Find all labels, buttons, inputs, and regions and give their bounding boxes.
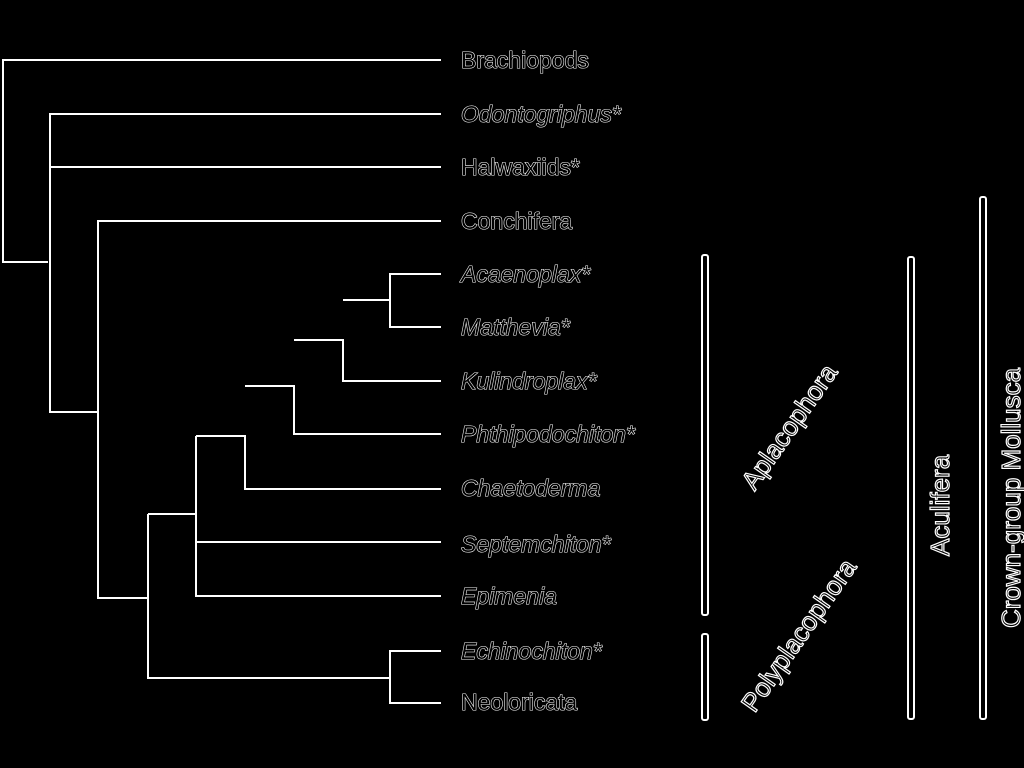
taxon-label-odontogriphus: Odontogriphus* <box>460 100 621 127</box>
branch-odontogriphus <box>49 113 441 413</box>
bar-aplacophora <box>701 254 709 616</box>
taxon-label-neoloricata: Neoloricata <box>460 688 578 715</box>
bar-crown-mollusca <box>979 196 987 720</box>
taxon-label-phthipodochiton: Phthipodochiton* <box>460 420 635 447</box>
taxon-label-halwaxiids: Halwaxiids* <box>460 153 580 180</box>
branch-chaetoderma <box>196 435 441 490</box>
taxon-label-brachiopods: Brachiopods <box>460 46 589 73</box>
taxon-label-echinochiton: Echinochiton* <box>460 637 602 664</box>
branch-conchifera <box>97 220 441 599</box>
group-label-crown-mollusca: Crown-group Mollusca <box>995 367 1024 628</box>
branch-acaenoplax <box>389 273 441 300</box>
taxon-label-matthevia: Matthevia* <box>460 313 570 340</box>
branch-aculifera <box>147 514 390 679</box>
taxon-label-epimenia: Epimenia <box>460 582 557 609</box>
taxon-label-kulindroplax: Kulindroplax* <box>460 367 597 394</box>
branch-root <box>2 59 441 263</box>
branch-phthipodochiton <box>245 385 441 435</box>
bar-aculifera <box>907 256 915 720</box>
taxon-label-conchifera: Conchifera <box>460 207 573 234</box>
taxon-label-chaetoderma: Chaetoderma <box>460 474 601 501</box>
taxon-label-septemchiton: Septemchiton* <box>460 530 611 557</box>
branch-matthevia <box>343 299 441 328</box>
branch-neoloricata <box>389 678 441 704</box>
taxon-label-acaenoplax: Acaenoplax* <box>460 260 591 287</box>
group-label-aculifera: Aculifera <box>924 454 955 556</box>
bar-polyplacophora <box>701 633 709 721</box>
branch-kulindroplax <box>294 339 441 382</box>
branch-echinochiton <box>389 650 441 678</box>
branch-epimenia <box>195 436 441 597</box>
